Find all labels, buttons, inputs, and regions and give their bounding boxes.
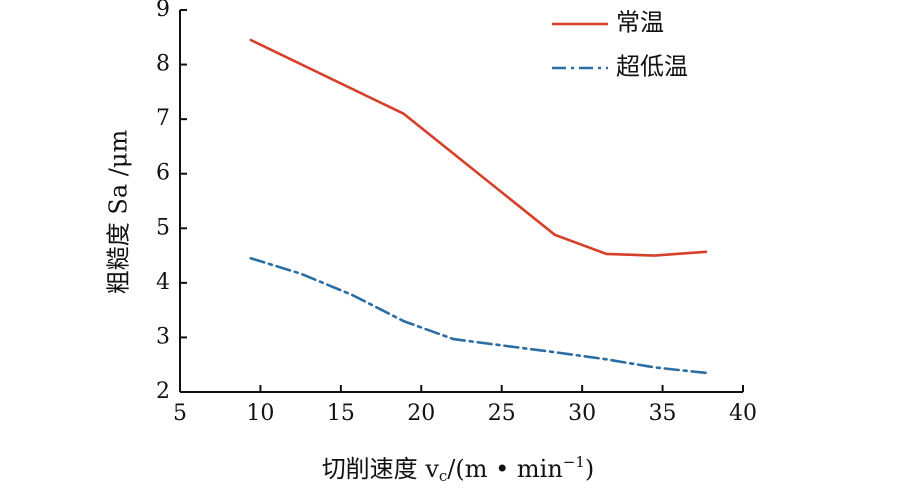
x-axis-title-unit-exponent: −1 xyxy=(563,453,585,471)
y-tick-label: 7 xyxy=(156,106,170,131)
plot-area: 2 3 4 5 6 7 8 9 5 10 15 20 25 30 35 40 xyxy=(156,0,757,426)
x-axis-title-unit-close: ) xyxy=(585,455,594,483)
series-line-2 xyxy=(249,256,708,375)
y-axis-title: 粗糙度 Sa /μm xyxy=(105,130,133,295)
x-tick-label: 30 xyxy=(568,401,596,426)
y-tick-label: 6 xyxy=(156,161,170,186)
y-axis-ticks: 2 3 4 5 6 7 8 9 xyxy=(156,0,187,404)
x-tick-label: 40 xyxy=(729,401,757,426)
series-layer xyxy=(249,38,708,375)
x-tick-label: 35 xyxy=(649,401,677,426)
x-axis-title: 切削速度 vc/(m • min−1) xyxy=(322,453,595,485)
y-tick-label: 4 xyxy=(156,270,170,295)
y-tick-label: 9 xyxy=(156,0,170,22)
x-tick-label: 5 xyxy=(173,401,187,426)
x-tick-label: 10 xyxy=(246,401,274,426)
series-line-1 xyxy=(249,38,708,257)
y-tick-label: 2 xyxy=(156,379,170,404)
x-axis-title-main: 切削速度 v xyxy=(322,455,440,483)
y-tick-label: 3 xyxy=(156,324,170,349)
x-axis-ticks: 5 10 15 20 25 30 35 40 xyxy=(173,385,757,426)
y-tick-label: 8 xyxy=(156,52,170,77)
legend-label-1: 常温 xyxy=(616,9,664,37)
y-tick-label: 5 xyxy=(156,215,170,240)
x-tick-label: 25 xyxy=(488,401,516,426)
x-tick-label: 15 xyxy=(327,401,355,426)
x-axis-title-subscript: c xyxy=(439,467,447,485)
x-axis-title-unit: /(m • min xyxy=(447,455,563,483)
x-tick-label: 20 xyxy=(407,401,435,426)
legend-label-2: 超低温 xyxy=(616,53,688,81)
